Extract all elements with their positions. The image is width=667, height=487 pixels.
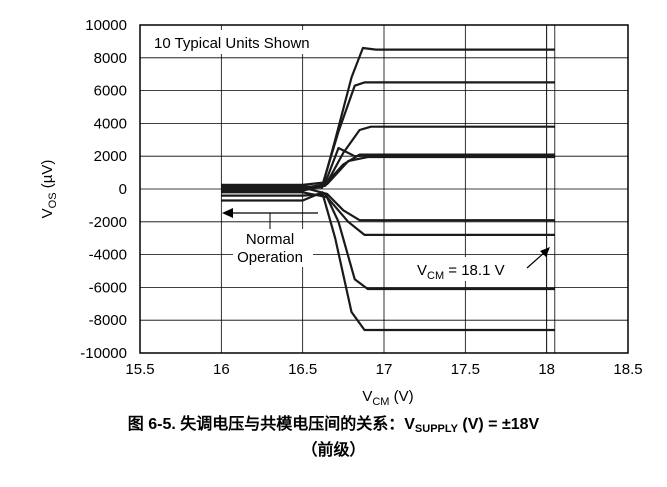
series-line-5 [221, 155, 555, 191]
normal-arrow-head [222, 208, 233, 218]
x-tick-label: 17.5 [451, 361, 480, 378]
y-tick-label: -10000 [80, 345, 127, 362]
y-tick-label: 0 [119, 181, 127, 198]
vcm-label-background [412, 257, 524, 281]
caption-line-1: 图 6-5. 失调电压与共模电压间的关系：VSUPPLY (V) = ±18V [0, 414, 667, 440]
series-line-4 [221, 153, 555, 190]
x-tick-label: 18 [538, 361, 555, 378]
y-tick-label: -6000 [89, 279, 127, 296]
series-line-9 [221, 191, 555, 332]
figure-caption: 图 6-5. 失调电压与共模电压间的关系：VSUPPLY (V) = ±18V … [0, 414, 667, 462]
x-tick-label: 15.5 [125, 361, 154, 378]
caption-subscript: SUPPLY [414, 423, 458, 435]
caption-line-2: （前级） [301, 442, 366, 459]
series-line-6 [221, 186, 555, 222]
caption-prefix: 图 6-5. 失调电压与共模电压间的关系：V [127, 416, 415, 433]
series-line-1 [221, 46, 555, 189]
units-box-background [146, 30, 350, 54]
plot-border [139, 24, 629, 354]
caption-suffix: (V) = ±18V [457, 416, 540, 433]
x-tick-label: 16 [213, 361, 230, 378]
normal-label-background [233, 229, 313, 267]
y-axis-title: VOS (µV) [39, 160, 59, 219]
x-tick-label: 18.5 [613, 361, 642, 378]
y-tick-label: -4000 [89, 247, 127, 264]
y-tick-label: 6000 [94, 83, 127, 100]
vcm-arrow-shaft [526, 251, 546, 269]
units-box-label: 10 Typical Units Shown [154, 35, 310, 52]
series-line-7 [221, 191, 555, 236]
normal-label-line-1: Normal [246, 231, 294, 248]
y-tick-label: -2000 [89, 214, 127, 231]
vcm-arrow-head [540, 247, 550, 257]
y-tick-label: 4000 [94, 115, 127, 132]
series-line-10 [221, 146, 555, 186]
series-line-2 [221, 81, 555, 191]
x-tick-label: 17 [376, 361, 393, 378]
normal-label-line-2: Operation [237, 249, 303, 266]
series-line-3 [221, 125, 555, 192]
y-tick-label: 2000 [94, 148, 127, 165]
series-line-8 [221, 192, 555, 291]
vcm-label: VCM = 18.1 V [417, 262, 505, 282]
y-tick-label: -8000 [89, 312, 127, 329]
y-tick-label: 10000 [85, 17, 127, 34]
x-tick-label: 16.5 [288, 361, 317, 378]
y-tick-label: 8000 [94, 50, 127, 67]
offset-voltage-chart: 15.5 16 16.5 17 17.5 18 18.5 10000 8000 6000 4000 2… [39, 17, 643, 408]
x-axis-title: VCM (V) [362, 388, 413, 408]
